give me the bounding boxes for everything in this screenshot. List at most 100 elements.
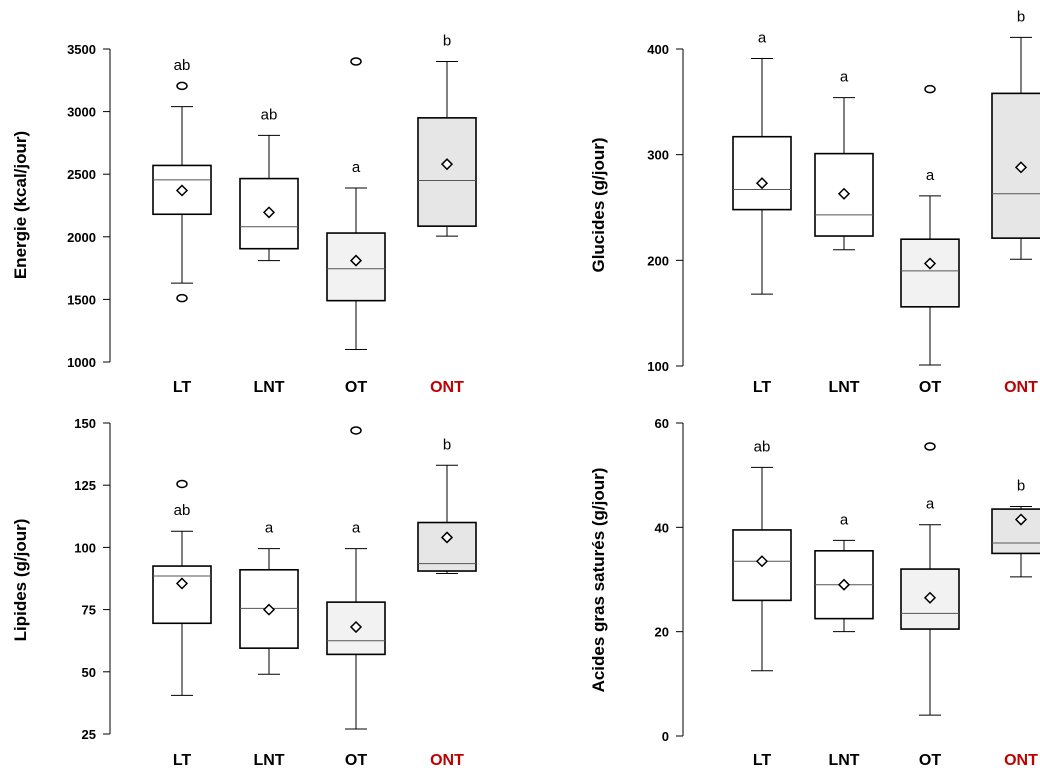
significance-letter: b	[443, 33, 451, 50]
x-category-label: ONT	[1004, 379, 1038, 396]
iqr-box	[991, 508, 1040, 555]
box-lnt: a	[239, 520, 299, 675]
x-category-label: LT	[753, 752, 772, 769]
x-category-label: OT	[919, 379, 941, 396]
y-tick-label: 125	[74, 478, 96, 493]
significance-letter: a	[840, 511, 849, 528]
y-tick-label: 150	[74, 416, 96, 431]
outlier-point	[176, 479, 188, 489]
y-tick-label: 100	[647, 359, 669, 374]
y-tick-label: 0	[662, 729, 669, 744]
iqr-box	[417, 117, 477, 227]
outlier-point	[924, 442, 936, 451]
box-lt: ab	[732, 438, 792, 672]
y-tick-label: 75	[82, 603, 96, 618]
box-ot: a	[326, 57, 386, 350]
box-ont: b	[991, 8, 1040, 260]
x-category-label: LNT	[828, 379, 859, 396]
x-category-label: ONT	[430, 379, 464, 396]
mean-marker	[837, 578, 851, 591]
mean-marker	[349, 620, 363, 634]
significance-letter: ab	[754, 438, 771, 455]
y-axis-label: Glucides (g/jour)	[589, 137, 608, 272]
x-category-label: LNT	[253, 752, 284, 769]
x-category-label: LNT	[828, 752, 859, 769]
mean-marker	[175, 577, 189, 590]
box-lnt: a	[814, 511, 874, 633]
significance-letter: a	[352, 520, 361, 537]
box-ont: b	[991, 477, 1040, 578]
y-tick-label: 3500	[67, 42, 96, 57]
x-category-label: ONT	[1004, 752, 1038, 769]
y-tick-label: 2500	[67, 167, 96, 182]
outlier-point	[350, 426, 362, 435]
y-tick-label: 300	[647, 148, 669, 163]
mean-marker	[349, 254, 363, 267]
box-ot: a	[900, 84, 960, 366]
mean-marker	[923, 257, 937, 270]
significance-letter: ab	[261, 106, 278, 123]
outlier-point	[176, 293, 188, 303]
mean-marker	[262, 206, 276, 219]
x-category-label: LNT	[253, 379, 284, 396]
y-tick-label: 50	[82, 665, 96, 680]
x-category-label: LT	[753, 379, 772, 396]
iqr-box	[326, 232, 386, 302]
box-lnt: ab	[239, 106, 299, 262]
x-category-label: LT	[173, 752, 192, 769]
outlier-point	[176, 81, 188, 91]
x-category-label: OT	[345, 379, 367, 396]
iqr-box	[152, 565, 212, 625]
x-category-label: LT	[173, 379, 192, 396]
box-lt: ab	[152, 57, 212, 303]
mean-marker	[440, 531, 454, 544]
significance-letter: a	[840, 69, 849, 86]
y-tick-label: 60	[655, 416, 669, 431]
iqr-box	[900, 238, 960, 308]
x-category-label: ONT	[430, 752, 464, 769]
significance-letter: b	[1017, 8, 1025, 25]
box-lt: ab	[152, 479, 212, 696]
y-tick-label: 25	[82, 727, 96, 742]
box-ot: a	[326, 426, 386, 730]
iqr-box	[732, 135, 792, 211]
y-tick-label: 2000	[67, 230, 96, 245]
mean-marker	[440, 158, 454, 171]
significance-letter: b	[443, 436, 451, 453]
mean-marker	[262, 603, 276, 616]
y-tick-label: 20	[655, 625, 669, 640]
y-axis-label: Lipides (g/jour)	[11, 519, 30, 642]
y-tick-label: 3000	[67, 105, 96, 120]
y-tick-label: 400	[647, 42, 669, 57]
x-category-label: OT	[919, 752, 941, 769]
y-tick-label: 1000	[67, 355, 96, 370]
y-axis-label: Acides gras saturés (g/jour)	[589, 468, 608, 693]
significance-letter: b	[1017, 477, 1025, 494]
significance-letter: a	[265, 520, 274, 537]
mean-marker	[1014, 513, 1028, 526]
mean-marker	[175, 184, 189, 197]
box-lt: a	[732, 30, 792, 295]
significance-letter: a	[926, 167, 935, 184]
significance-letter: ab	[174, 502, 191, 519]
panel-lipides: Lipides (g/jour) 255075100125150abLTaLNT…	[11, 416, 477, 769]
y-tick-label: 40	[655, 520, 669, 535]
mean-marker	[923, 591, 937, 604]
panel-glucides: Glucides (g/jour) 100 200 300 400 a LT a LNT a OT…	[589, 8, 1040, 396]
y-tick-label: 1500	[67, 292, 96, 307]
iqr-box	[991, 92, 1040, 239]
outlier-point	[350, 57, 362, 66]
y-axis-label: Energie (kcal/jour)	[11, 131, 30, 279]
y-tick-label: 200	[647, 253, 669, 268]
significance-letter: a	[352, 159, 361, 176]
box-ot: a	[900, 442, 960, 716]
significance-letter: a	[758, 30, 767, 47]
panel-acides-gras-satures: Acides gras saturés (g/jour) 0204060abLT…	[589, 416, 1040, 769]
x-category-label: OT	[345, 752, 367, 769]
mean-marker	[755, 555, 769, 568]
box-ont: b	[417, 436, 477, 575]
mean-marker	[837, 187, 851, 200]
mean-marker	[755, 177, 769, 190]
significance-letter: a	[926, 496, 935, 513]
